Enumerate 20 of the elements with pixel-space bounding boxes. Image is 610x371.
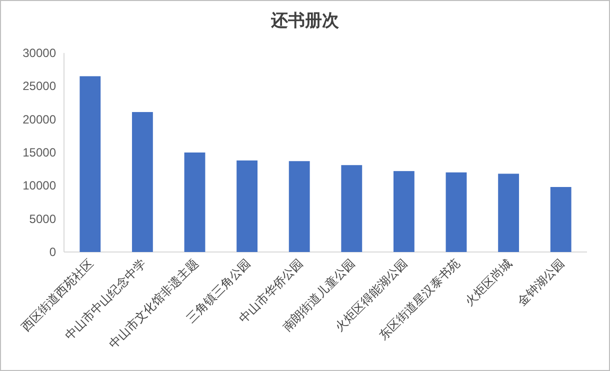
x-tick-label: 火炬区尚城 — [462, 256, 515, 309]
bar — [341, 165, 362, 252]
bar — [132, 112, 153, 252]
y-tick-label: 20000 — [22, 112, 56, 126]
x-tick-label: 金钟湖公园 — [514, 256, 567, 309]
bar — [184, 152, 206, 252]
y-tick-label: 15000 — [22, 146, 56, 160]
bar — [550, 186, 572, 252]
y-tick-label: 0 — [49, 245, 56, 259]
bar — [446, 172, 467, 252]
y-tick-label: 5000 — [29, 212, 56, 226]
bar — [80, 76, 101, 252]
chart-title: 还书册次 — [270, 11, 340, 30]
bar — [393, 171, 414, 252]
bar — [498, 174, 520, 252]
bar — [288, 161, 310, 252]
y-tick-label: 30000 — [22, 46, 56, 60]
y-tick-label: 10000 — [22, 178, 56, 193]
y-tick-label: 25000 — [22, 79, 56, 94]
bar — [236, 160, 258, 252]
